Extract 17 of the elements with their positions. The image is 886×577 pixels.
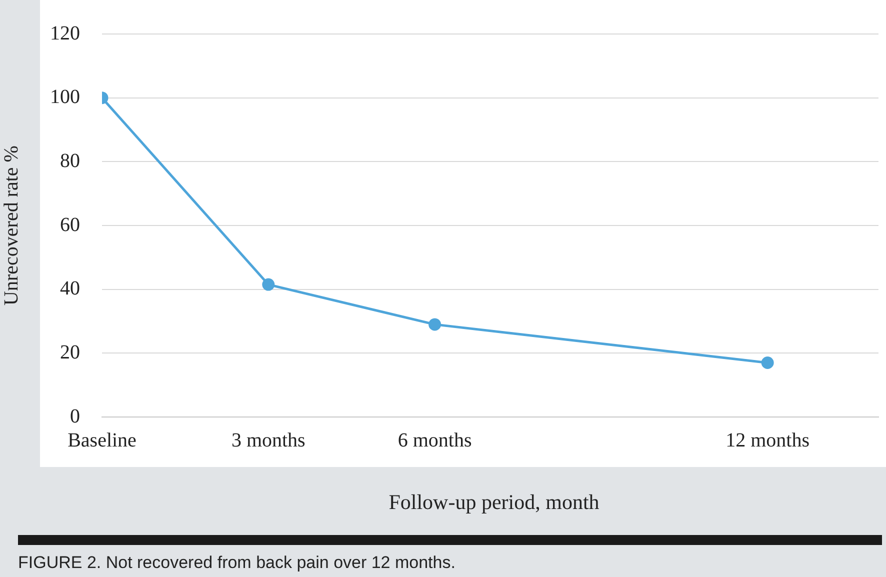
y-tick-label: 60 [60,214,80,236]
y-axis-title: Unrecovered rate % [0,146,22,306]
point [761,356,774,369]
x-axis-title: Follow-up period, month [388,490,600,515]
point [262,278,275,291]
y-tick-label: 100 [50,86,80,108]
x-tick-label: 3 months [231,429,306,452]
x-tick-label: 6 months [398,429,472,452]
caption: FIGURE 2. Not recovered from back pain over 12 months. [18,553,456,573]
x-tick-label: Baseline [68,429,137,452]
y-tick-label: 40 [60,278,80,300]
point [428,318,442,331]
y-tick-label: 80 [60,150,80,172]
y-tick-label: 0 [70,405,80,428]
x-tick-label: 12 months [726,429,810,452]
y-tick-label: 20 [60,341,80,364]
y-tick-label: 120 [50,22,80,44]
